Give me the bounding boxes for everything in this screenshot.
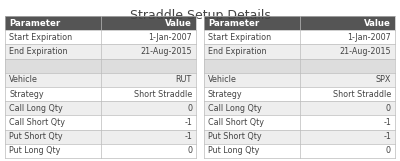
Bar <box>5 30 196 44</box>
Bar <box>5 144 196 158</box>
Text: -1: -1 <box>184 132 192 141</box>
Text: 21-Aug-2015: 21-Aug-2015 <box>339 47 391 56</box>
Bar <box>5 44 196 59</box>
Text: Vehicle: Vehicle <box>9 75 38 84</box>
Text: End Expiration: End Expiration <box>9 47 68 56</box>
Text: -1: -1 <box>184 118 192 127</box>
Text: RUT: RUT <box>176 75 192 84</box>
Text: Put Long Qty: Put Long Qty <box>9 146 60 155</box>
Bar <box>204 30 395 44</box>
Text: Short Straddle: Short Straddle <box>134 90 192 99</box>
Text: 0: 0 <box>386 104 391 113</box>
Text: 0: 0 <box>187 104 192 113</box>
Text: Strategy: Strategy <box>9 90 44 99</box>
Bar <box>5 59 196 73</box>
Text: Parameter: Parameter <box>9 19 60 28</box>
Bar <box>5 73 196 87</box>
Text: Call Short Qty: Call Short Qty <box>208 118 264 127</box>
Text: Put Long Qty: Put Long Qty <box>208 146 259 155</box>
Text: Put Short Qty: Put Short Qty <box>9 132 63 141</box>
Text: -1: -1 <box>383 118 391 127</box>
Bar <box>204 101 395 115</box>
Text: Short Straddle: Short Straddle <box>333 90 391 99</box>
Bar <box>204 130 395 144</box>
Bar <box>5 115 196 130</box>
Text: 1-Jan-2007: 1-Jan-2007 <box>347 33 391 42</box>
Text: 21-Aug-2015: 21-Aug-2015 <box>140 47 192 56</box>
Bar <box>204 73 395 87</box>
Text: Vehicle: Vehicle <box>208 75 237 84</box>
Bar <box>204 16 395 30</box>
Bar <box>5 16 196 30</box>
Bar <box>204 44 395 59</box>
Text: Value: Value <box>364 19 391 28</box>
Bar <box>204 144 395 158</box>
Text: 0: 0 <box>187 146 192 155</box>
Bar <box>204 59 395 73</box>
Bar <box>204 115 395 130</box>
Bar <box>5 87 196 101</box>
Text: Start Expiration: Start Expiration <box>208 33 271 42</box>
Bar <box>5 130 196 144</box>
Text: -1: -1 <box>383 132 391 141</box>
Text: 1-Jan-2007: 1-Jan-2007 <box>148 33 192 42</box>
Text: Strategy: Strategy <box>208 90 243 99</box>
Text: End Expiration: End Expiration <box>208 47 266 56</box>
Text: Value: Value <box>165 19 192 28</box>
Text: Call Long Qty: Call Long Qty <box>208 104 262 113</box>
Text: Call Short Qty: Call Short Qty <box>9 118 65 127</box>
Text: Start Expiration: Start Expiration <box>9 33 72 42</box>
Text: Straddle Setup Details: Straddle Setup Details <box>130 9 270 22</box>
Bar <box>204 87 395 101</box>
Text: Parameter: Parameter <box>208 19 259 28</box>
Bar <box>5 101 196 115</box>
Text: Put Short Qty: Put Short Qty <box>208 132 262 141</box>
Text: 0: 0 <box>386 146 391 155</box>
Text: SPX: SPX <box>376 75 391 84</box>
Text: Call Long Qty: Call Long Qty <box>9 104 63 113</box>
